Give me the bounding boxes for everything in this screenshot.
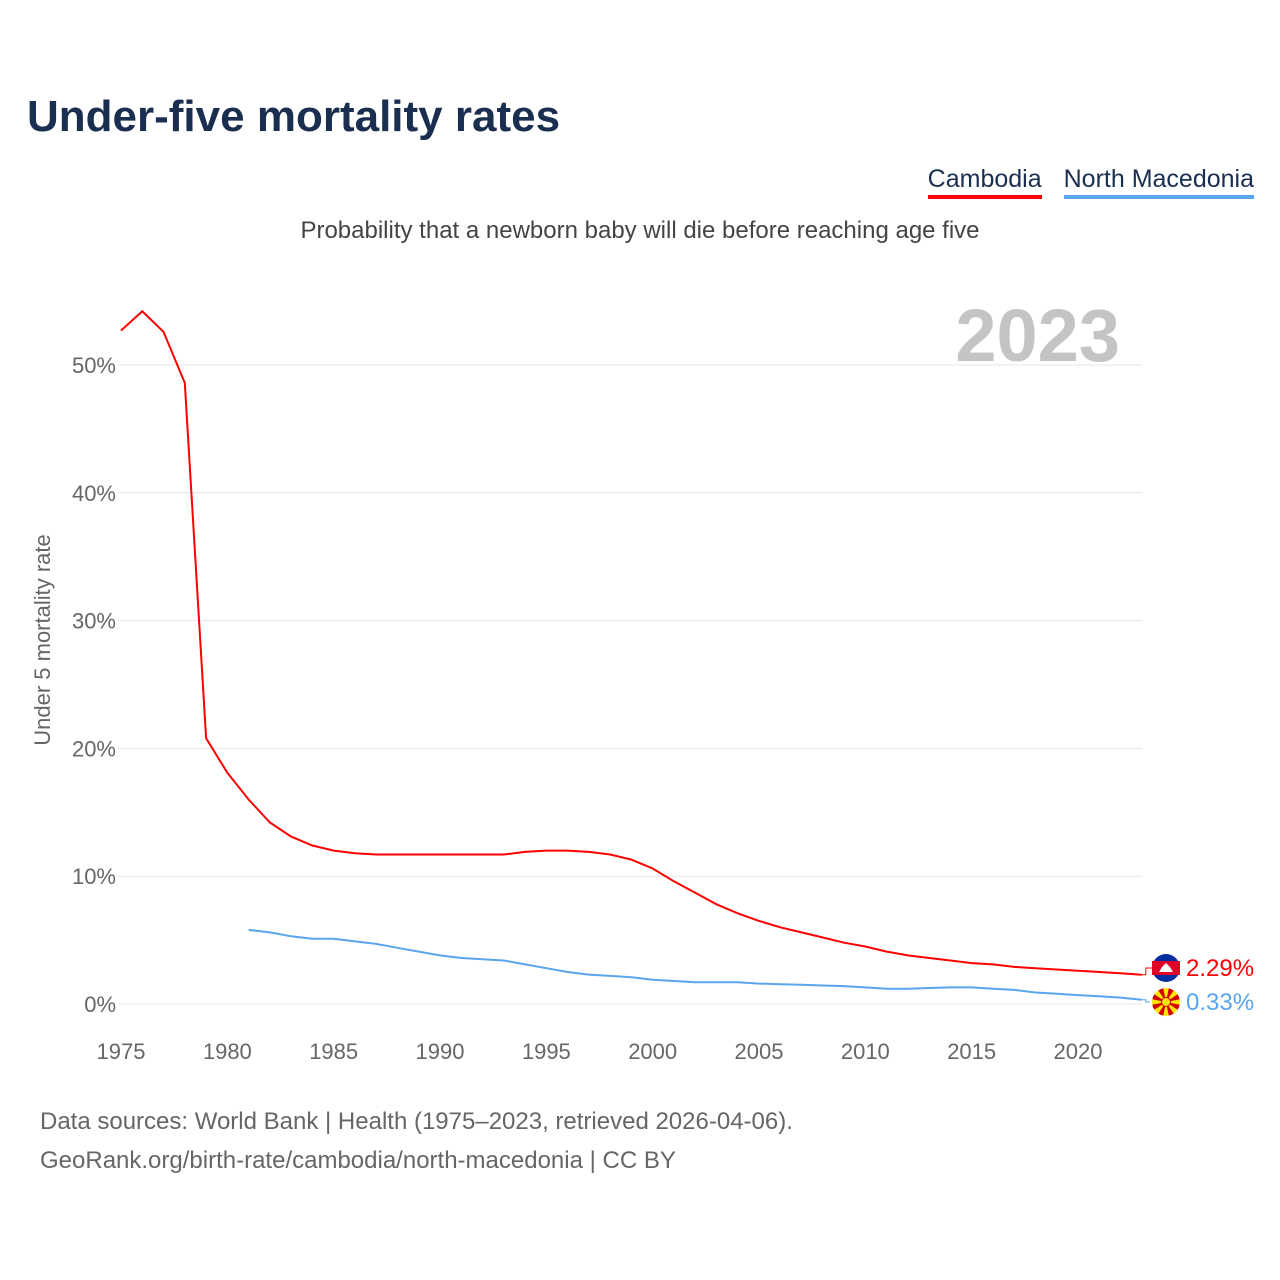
legend: Cambodia North Macedonia — [927, 165, 1254, 199]
y-tick-label: 0% — [84, 992, 116, 1017]
series-line-cambodia — [120, 309, 1142, 976]
x-tick-label: 2005 — [735, 1039, 784, 1064]
legend-cambodia[interactable]: Cambodia — [927, 165, 1042, 199]
cambodia-flag-icon — [1152, 954, 1180, 982]
legend-north-macedonia[interactable]: North Macedonia — [1063, 165, 1254, 199]
x-tick-label: 1975 — [97, 1039, 146, 1064]
end-connector — [1141, 999, 1152, 1003]
x-tick-label: 1995 — [522, 1039, 571, 1064]
y-tick-label: 50% — [72, 353, 116, 378]
y-tick-label: 40% — [72, 481, 116, 506]
x-tick-label: 1980 — [203, 1039, 252, 1064]
end-value-label: 0.33% — [1186, 989, 1254, 1016]
x-tick-label: 2000 — [628, 1039, 677, 1064]
north-macedonia-flag-icon — [1150, 986, 1182, 1018]
series-line-north-macedonia — [248, 928, 1142, 1001]
year-watermark: 2023 — [955, 294, 1120, 377]
chart-title: Under-five mortality rates — [27, 92, 561, 141]
footer-link[interactable]: GeoRank.org/birth-rate/cambodia/north-ma… — [40, 1147, 676, 1174]
x-tick-label: 1985 — [309, 1039, 358, 1064]
y-tick-label: 20% — [72, 736, 116, 761]
end-value-label: 2.29% — [1186, 955, 1254, 982]
footer-source: Data sources: World Bank | Health (1975–… — [40, 1108, 793, 1135]
end-connector — [1141, 967, 1152, 976]
y-tick-label: 10% — [72, 864, 116, 889]
x-tick-label: 2015 — [947, 1039, 996, 1064]
y-tick-label: 30% — [72, 609, 116, 634]
x-tick-label: 2010 — [841, 1039, 890, 1064]
x-tick-label: 1990 — [416, 1039, 465, 1064]
y-axis-label: Under 5 mortality rate — [30, 534, 55, 746]
x-tick-label: 2020 — [1054, 1039, 1103, 1064]
chart-subtitle: Probability that a newborn baby will die… — [300, 217, 980, 244]
